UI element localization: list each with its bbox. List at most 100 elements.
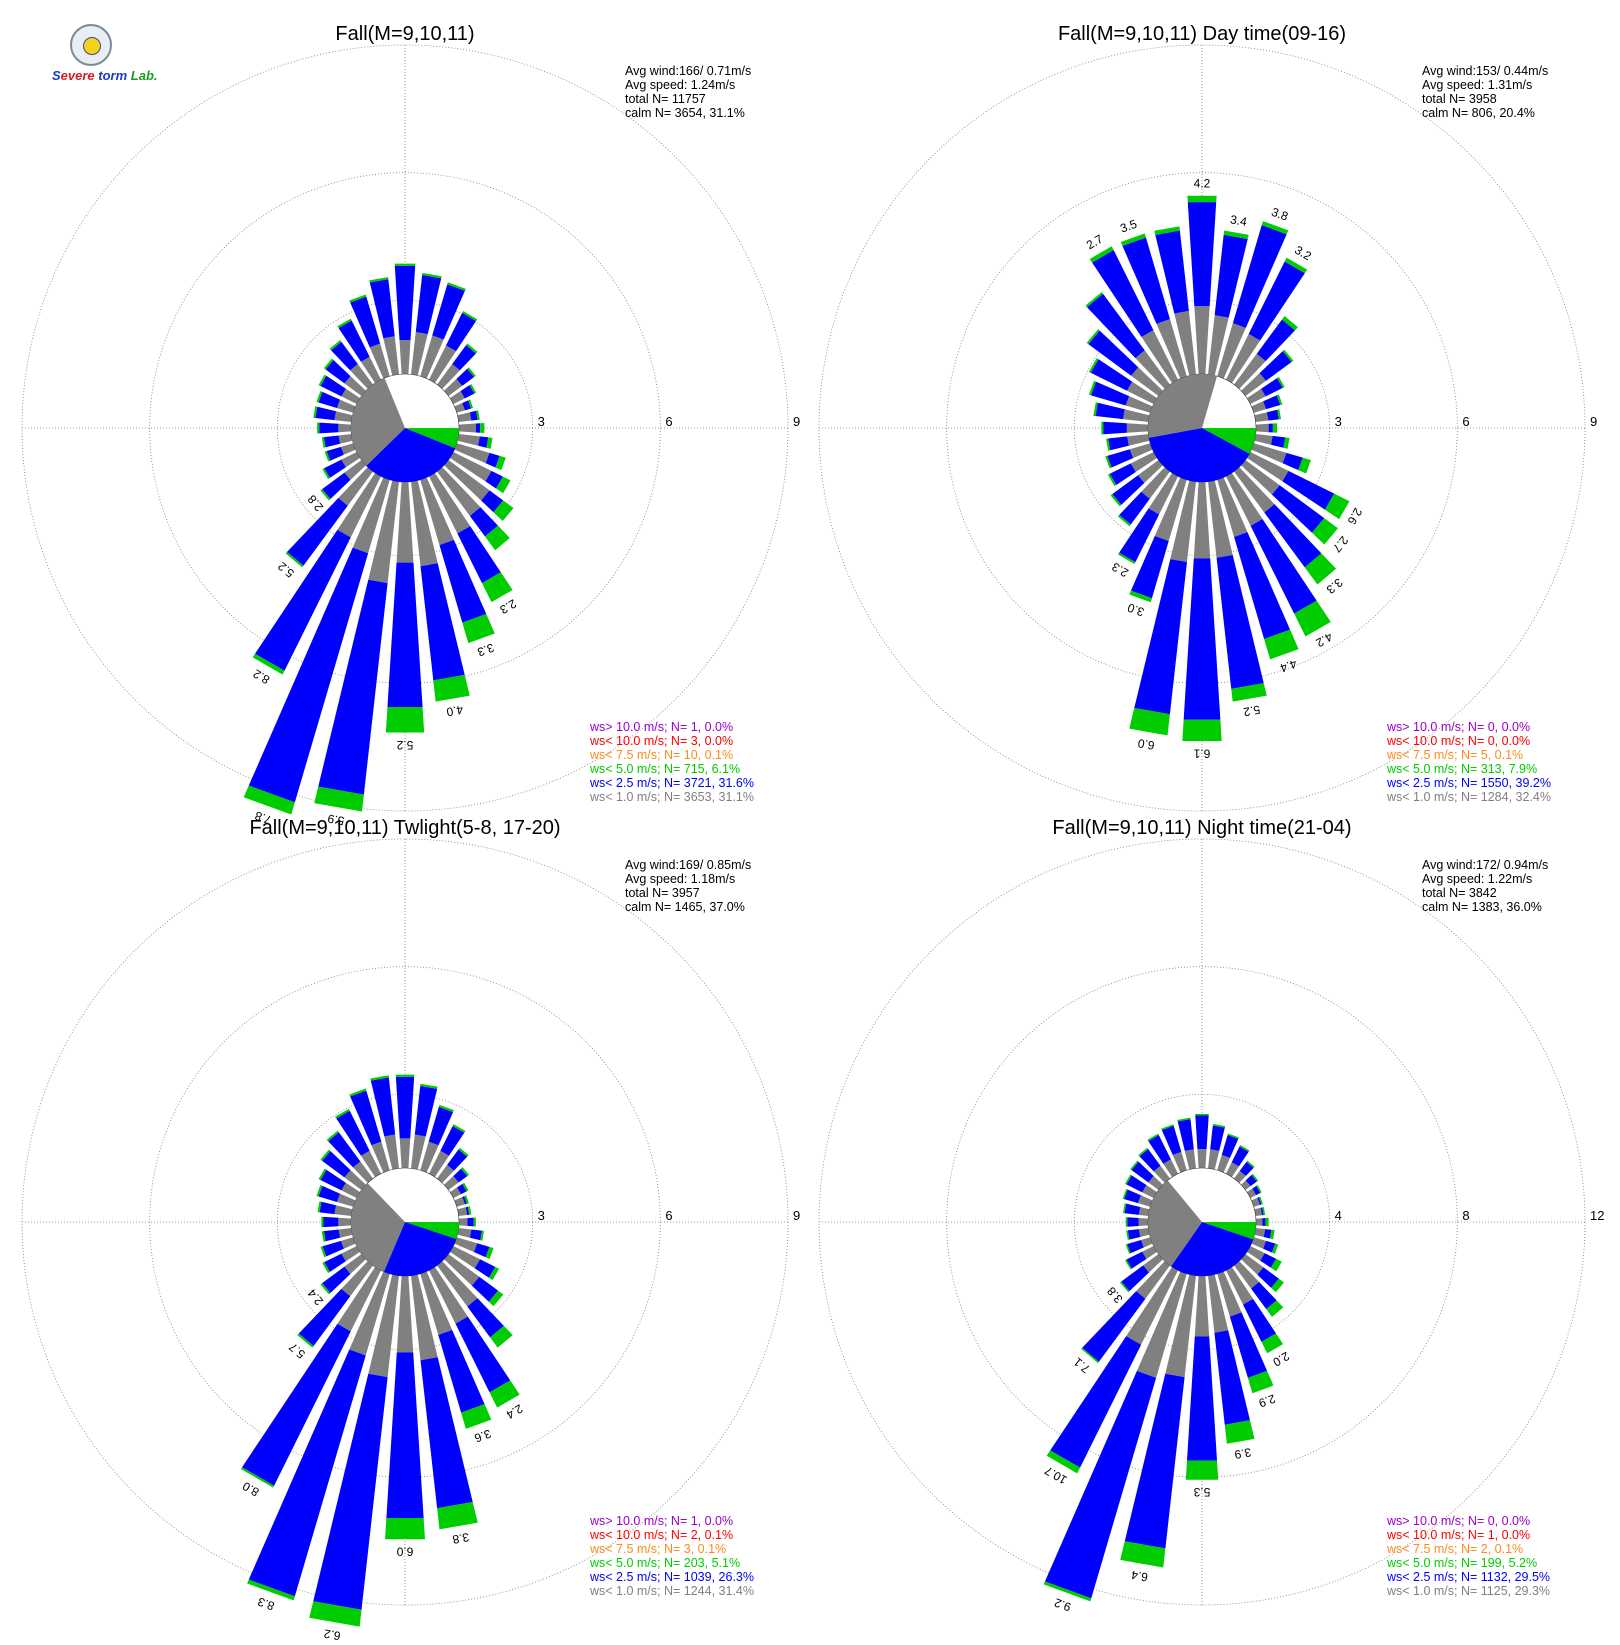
bar-segment-lt1 bbox=[1125, 396, 1153, 413]
bar-segment-lt2-5 bbox=[1234, 532, 1291, 640]
bar-segment-lt2-5 bbox=[298, 1288, 351, 1346]
bar-segment-lt5 bbox=[468, 399, 474, 409]
bar-segment-lt5 bbox=[433, 674, 470, 702]
legend-entry: ws< 5.0 m/s; N= 715, 6.1% bbox=[589, 762, 740, 776]
bar-segment-lt1 bbox=[1142, 1246, 1158, 1259]
legend-entry: ws< 2.5 m/s; N= 1132, 29.5% bbox=[1386, 1570, 1550, 1584]
bar-segment-lt5 bbox=[1129, 707, 1170, 736]
bar-segment-lt5 bbox=[321, 1216, 324, 1228]
legend-entry: ws< 5.0 m/s; N= 199, 5.2% bbox=[1386, 1556, 1537, 1570]
bar-segment-lt1 bbox=[341, 1261, 373, 1297]
ring-label: 12 bbox=[1590, 1208, 1604, 1223]
bar-segment-lt2-5 bbox=[420, 563, 465, 681]
bar-segment-lt5 bbox=[461, 1167, 470, 1177]
bar-segment-lt5 bbox=[318, 1168, 327, 1181]
bar-segment-lt1 bbox=[444, 460, 490, 501]
bar-segment-lt2-5 bbox=[320, 375, 346, 397]
bar-segment-lt1 bbox=[1174, 310, 1196, 376]
bar-segment-lt1 bbox=[340, 1237, 356, 1249]
bar-value-label: 2.3 bbox=[1109, 559, 1131, 580]
speed-ring bbox=[149, 966, 661, 1478]
bar-segment-lt5 bbox=[1125, 1259, 1132, 1270]
speed-ring bbox=[149, 172, 661, 684]
bar-value-label: 5.3 bbox=[1193, 1485, 1210, 1499]
bar-segment-lt5 bbox=[1089, 246, 1114, 263]
bar-segment-lt1 bbox=[1234, 1170, 1246, 1183]
bar-segment-lt5 bbox=[1125, 1174, 1132, 1185]
speed-ring bbox=[946, 172, 1458, 684]
bar-value-label: 7.8 bbox=[253, 808, 274, 827]
bar-segment-lt5 bbox=[1125, 1217, 1128, 1227]
bar-value-label: 5.7 bbox=[286, 1340, 308, 1362]
bar-segment-lt1 bbox=[399, 1138, 411, 1169]
bar-segment-lt1 bbox=[437, 1164, 454, 1183]
speed-ring bbox=[21, 44, 789, 812]
bar-value-label: 4.2 bbox=[1313, 630, 1335, 651]
bar-segment-lt1 bbox=[1154, 477, 1187, 542]
bar-value-label: 5.2 bbox=[396, 738, 413, 752]
bar-segment-lt5 bbox=[1265, 1217, 1269, 1227]
bar-segment-lt5 bbox=[1272, 423, 1278, 433]
speed-ring bbox=[276, 1093, 534, 1351]
bar-segment-lt1 bbox=[1255, 1218, 1263, 1226]
bar-segment-lt5 bbox=[320, 1283, 331, 1295]
bar-segment-lt5 bbox=[1246, 1160, 1255, 1168]
stats-line: calm N= 1465, 37.0% bbox=[625, 900, 745, 914]
bar-segment-lt2-5 bbox=[350, 296, 381, 348]
bar-segment-lt2-5 bbox=[1263, 1240, 1276, 1253]
bar-segment-lt5 bbox=[1271, 1243, 1279, 1254]
pie-slice-lt5 bbox=[405, 428, 459, 449]
bar-segment-lt1 bbox=[1241, 1254, 1264, 1275]
stats-line: Avg wind:169/ 0.85m/s bbox=[625, 858, 751, 872]
bar-segment-lt5 bbox=[322, 1262, 330, 1274]
bar-segment-lt5 bbox=[420, 1083, 438, 1089]
bar-segment-lt1 bbox=[1165, 1274, 1196, 1378]
ring-label: 6 bbox=[665, 1208, 672, 1223]
ring-label: 9 bbox=[793, 414, 800, 429]
bar-segment-lt1 bbox=[1254, 412, 1269, 422]
bar-segment-lt1 bbox=[338, 434, 353, 444]
bar-segment-lt2-5 bbox=[387, 562, 423, 707]
bar-segment-lt1 bbox=[1137, 1195, 1153, 1207]
bar-segment-lt1 bbox=[337, 1266, 381, 1332]
logo-text: Severe torm Lab. bbox=[52, 68, 158, 83]
bar-segment-lt2-5 bbox=[326, 446, 344, 461]
bar-segment-lt1 bbox=[1251, 1237, 1267, 1249]
bar-value-label: 2.0 bbox=[1270, 1349, 1292, 1370]
bar-segment-lt1 bbox=[1226, 472, 1263, 526]
bar-segment-lt2-5 bbox=[1119, 491, 1150, 525]
ring-label: 9 bbox=[793, 1208, 800, 1223]
bar-segment-lt1 bbox=[340, 443, 356, 455]
bar-segment-lt1 bbox=[1208, 315, 1229, 376]
bar-segment-lt2-5 bbox=[455, 1316, 511, 1393]
bar-segment-lt5 bbox=[1271, 1278, 1284, 1293]
bar-segment-lt1 bbox=[444, 379, 463, 396]
bar-value-label: 3.0 bbox=[1125, 600, 1146, 619]
bar-segment-lt1 bbox=[341, 452, 361, 468]
bar-segment-lt5 bbox=[1311, 518, 1338, 545]
legend-entry: ws< 2.5 m/s; N= 1039, 26.3% bbox=[589, 1570, 754, 1584]
bar-segment-lt5 bbox=[1258, 1196, 1263, 1205]
bar-segment-lt5 bbox=[314, 786, 364, 812]
bar-segment-lt1 bbox=[1208, 1274, 1229, 1333]
panel-title: Fall(M=9,10,11) Day time(09-16) bbox=[1058, 23, 1346, 45]
stats-line: total N= 11757 bbox=[625, 92, 706, 106]
stats-line: Avg speed: 1.24m/s bbox=[625, 78, 735, 92]
speed-ring bbox=[21, 838, 789, 1606]
pie-slice-lt5 bbox=[405, 1222, 459, 1240]
bar-segment-lt2-5 bbox=[474, 1259, 496, 1278]
bar-segment-lt2-5 bbox=[1109, 463, 1136, 485]
bar-segment-lt2-5 bbox=[1107, 449, 1134, 468]
bar-value-label: 3.3 bbox=[475, 640, 496, 659]
bar-segment-lt2-5 bbox=[1229, 1312, 1268, 1378]
bar-segment-lt2-5 bbox=[469, 507, 498, 537]
ring-label: 3 bbox=[1335, 414, 1342, 429]
bar-segment-lt1 bbox=[1136, 1271, 1187, 1378]
bar-segment-lt2-5 bbox=[394, 265, 416, 341]
bar-segment-lt5 bbox=[493, 500, 514, 521]
bar-segment-lt1 bbox=[1193, 481, 1211, 559]
bar-segment-lt2-5 bbox=[325, 359, 351, 384]
bar-value-label: 3.9 bbox=[1233, 1445, 1252, 1462]
bar-segment-lt5 bbox=[1276, 394, 1283, 405]
